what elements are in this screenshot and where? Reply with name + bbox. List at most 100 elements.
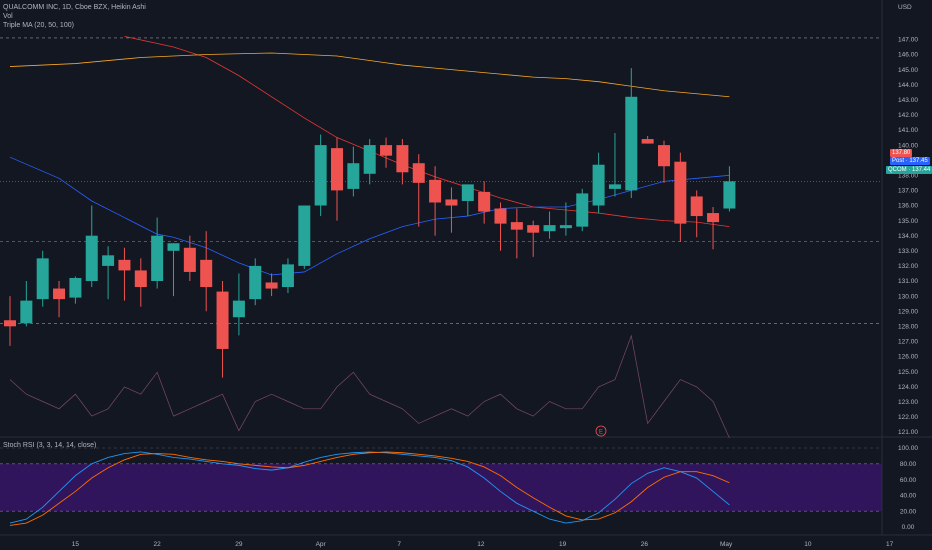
- candle-body: [53, 288, 66, 300]
- price-tick-label: 125.00: [898, 369, 918, 376]
- candle-body: [183, 247, 196, 272]
- candle-body: [102, 255, 115, 266]
- candle: [281, 258, 294, 294]
- candle-body: [265, 282, 278, 289]
- candle: [36, 250, 49, 307]
- candle: [298, 205, 311, 269]
- price-tick-label: 144.00: [898, 82, 918, 89]
- price-tick-label: 123.00: [898, 399, 918, 406]
- stoch-k-line: [9, 451, 730, 524]
- price-tick-label: 130.00: [898, 293, 918, 300]
- candle: [331, 137, 343, 221]
- candle: [674, 152, 687, 242]
- candle-body: [232, 300, 245, 318]
- stoch-tick-label: 0.00: [902, 524, 915, 531]
- candle: [4, 296, 16, 346]
- price-tick-label: 145.00: [898, 67, 918, 74]
- candle: [118, 247, 131, 301]
- candle-body: [445, 199, 458, 206]
- price-tick-label: 146.00: [898, 52, 918, 59]
- volume-pane: [9, 334, 730, 439]
- price-tick-label: 140.00: [898, 142, 918, 149]
- candle: [445, 187, 458, 233]
- candle: [314, 134, 327, 217]
- stoch-tick-label: 40.00: [900, 493, 917, 500]
- volume-line: [9, 334, 730, 439]
- candle-body: [347, 163, 360, 189]
- candle: [216, 281, 229, 378]
- candle: [380, 137, 393, 168]
- symbol-legend[interactable]: QUALCOMM INC, 1D, Cboe BZX, Heikin Ashi: [3, 4, 146, 11]
- time-tick-label: 26: [641, 541, 649, 548]
- candle: [608, 133, 621, 197]
- candle: [265, 273, 278, 297]
- time-tick-label: May: [720, 541, 733, 548]
- candle-body: [608, 184, 621, 189]
- currency-label: USD: [898, 4, 912, 11]
- candle: [723, 166, 736, 212]
- candle-body: [674, 161, 687, 224]
- candle-body: [412, 163, 425, 183]
- candle: [625, 68, 638, 198]
- earnings-icon[interactable]: [595, 425, 607, 437]
- candle-body: [559, 225, 572, 229]
- time-tick-label: Apr: [316, 541, 327, 548]
- time-tick-label: 17: [886, 541, 894, 548]
- price-tick-label: 131.00: [898, 278, 918, 285]
- time-tick-label: 10: [804, 541, 812, 548]
- triple-ma-legend[interactable]: Triple MA (20, 50, 100): [3, 22, 74, 29]
- candle-body: [658, 145, 670, 167]
- price-tick-label: 136.00: [898, 203, 918, 210]
- candle: [690, 190, 703, 238]
- stoch-tick-label: 20.00: [900, 508, 917, 515]
- candle-body: [281, 264, 294, 288]
- candle: [69, 276, 82, 304]
- candle: [527, 220, 540, 257]
- candle-body: [249, 265, 262, 300]
- candle: [232, 273, 245, 336]
- stoch-rsi-legend[interactable]: Stoch RSI (3, 3, 14, 14, close): [3, 442, 97, 449]
- candle: [167, 243, 180, 297]
- candle-body: [4, 320, 16, 327]
- stoch-rsi-pane: [0, 447, 882, 526]
- candle-body: [527, 225, 540, 233]
- price-tick-label: 134.00: [898, 233, 918, 240]
- earnings-marker: E: [595, 425, 607, 437]
- time-tick-label: 22: [154, 541, 162, 548]
- candle-body: [429, 179, 442, 203]
- candle: [151, 217, 164, 289]
- candle-body: [151, 235, 164, 281]
- time-tick-label: 29: [235, 541, 243, 548]
- candle: [461, 184, 474, 217]
- volume-legend[interactable]: Vol: [3, 13, 13, 20]
- candle-body: [380, 145, 393, 156]
- candle-body: [576, 193, 589, 227]
- post-market-badge: Post · 137.45: [890, 157, 930, 165]
- price-pane: [0, 35, 882, 378]
- price-tick-label: 128.00: [898, 324, 918, 331]
- candle: [559, 202, 572, 236]
- candle-body: [494, 208, 507, 224]
- price-tick-label: 121.00: [898, 429, 918, 436]
- ma-20-line: [9, 156, 730, 276]
- candle-body: [85, 235, 98, 281]
- candle-body: [69, 277, 82, 298]
- candle-body: [625, 96, 638, 191]
- time-tick-label: 7: [397, 541, 401, 548]
- earnings-label: E: [599, 430, 603, 436]
- candle: [429, 166, 442, 236]
- stoch-tick-label: 80.00: [900, 461, 917, 468]
- candle: [363, 139, 376, 185]
- candle-body: [200, 259, 213, 288]
- candle: [200, 231, 213, 312]
- price-tick-label: 138.00: [898, 173, 918, 180]
- candle-body: [396, 145, 409, 173]
- stoch-tick-label: 60.00: [900, 477, 917, 484]
- candle: [20, 281, 33, 327]
- candle: [478, 181, 491, 224]
- price-tick-label: 129.00: [898, 308, 918, 315]
- candle: [510, 208, 523, 259]
- candle: [494, 202, 507, 251]
- candle-body: [134, 270, 147, 288]
